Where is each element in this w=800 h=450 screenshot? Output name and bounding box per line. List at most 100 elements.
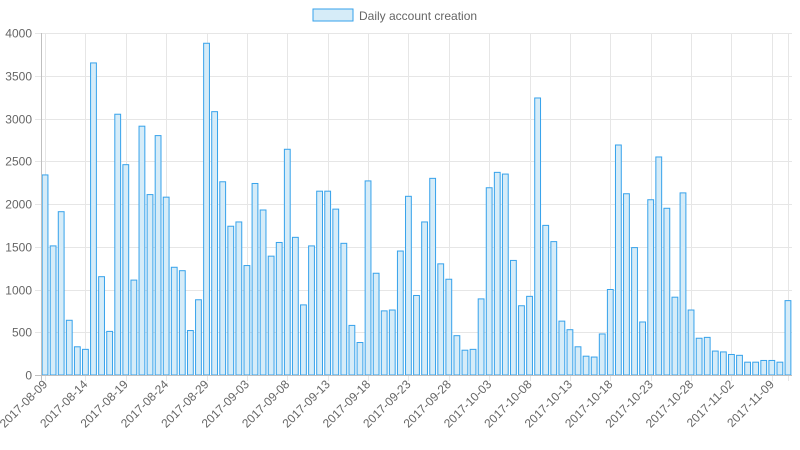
- y-tick-label: 2500: [5, 155, 32, 169]
- bar[interactable]: [501, 173, 509, 376]
- bar[interactable]: [566, 329, 574, 376]
- bar[interactable]: [106, 330, 114, 376]
- bar[interactable]: [162, 196, 170, 376]
- bar[interactable]: [98, 276, 105, 376]
- bar[interactable]: [526, 295, 533, 376]
- bar[interactable]: [267, 255, 275, 376]
- bar[interactable]: [396, 250, 404, 376]
- bar[interactable]: [73, 346, 81, 376]
- bar[interactable]: [784, 300, 792, 376]
- bar[interactable]: [663, 207, 671, 376]
- bar[interactable]: [211, 111, 219, 376]
- bar[interactable]: [138, 125, 146, 376]
- bar[interactable]: [679, 192, 687, 376]
- bar[interactable]: [146, 194, 154, 376]
- bar[interactable]: [574, 346, 582, 376]
- bar[interactable]: [90, 62, 97, 376]
- legend[interactable]: Daily account creation: [312, 8, 477, 23]
- bar[interactable]: [332, 208, 340, 376]
- bar[interactable]: [453, 335, 461, 376]
- bar[interactable]: [776, 361, 784, 376]
- bar[interactable]: [114, 113, 122, 376]
- bar[interactable]: [518, 305, 525, 376]
- bar[interactable]: [308, 245, 315, 376]
- bar[interactable]: [510, 259, 517, 376]
- bar[interactable]: [744, 361, 751, 376]
- bar[interactable]: [542, 224, 550, 376]
- bar[interactable]: [324, 190, 332, 376]
- bar[interactable]: [275, 241, 283, 376]
- bar[interactable]: [251, 182, 259, 376]
- bar[interactable]: [380, 310, 388, 376]
- bar[interactable]: [429, 177, 437, 376]
- bar[interactable]: [154, 135, 162, 376]
- y-tick-label: 3000: [5, 113, 32, 127]
- x-axis-ticks: 2017-08-092017-08-142017-08-192017-08-24…: [0, 377, 777, 431]
- bar[interactable]: [703, 336, 711, 376]
- bar[interactable]: [711, 350, 719, 376]
- bar[interactable]: [477, 298, 485, 376]
- bar[interactable]: [550, 241, 558, 376]
- bar[interactable]: [445, 278, 453, 376]
- bar[interactable]: [65, 319, 73, 376]
- bar[interactable]: [186, 330, 194, 376]
- bar[interactable]: [413, 294, 420, 376]
- bar[interactable]: [122, 164, 130, 376]
- bar[interactable]: [558, 320, 566, 376]
- bar[interactable]: [631, 247, 638, 376]
- bar[interactable]: [728, 353, 735, 376]
- bar[interactable]: [372, 272, 380, 376]
- bar[interactable]: [760, 359, 768, 376]
- bar[interactable]: [283, 148, 291, 376]
- bar[interactable]: [623, 193, 630, 376]
- bar[interactable]: [687, 309, 695, 376]
- bar[interactable]: [671, 296, 679, 376]
- bar[interactable]: [768, 359, 776, 376]
- bar[interactable]: [57, 211, 65, 376]
- bar[interactable]: [493, 171, 501, 376]
- bar[interactable]: [170, 266, 178, 376]
- bar[interactable]: [340, 242, 348, 376]
- bar[interactable]: [243, 265, 251, 376]
- bar[interactable]: [291, 236, 299, 376]
- bar[interactable]: [49, 245, 57, 376]
- bars: [41, 42, 792, 376]
- bar[interactable]: [752, 361, 760, 376]
- bar[interactable]: [606, 289, 614, 376]
- bar[interactable]: [736, 354, 743, 376]
- bar[interactable]: [485, 187, 493, 376]
- bar[interactable]: [647, 199, 655, 376]
- bar[interactable]: [639, 321, 647, 376]
- bar[interactable]: [178, 270, 186, 376]
- bar[interactable]: [235, 221, 243, 376]
- legend-label: Daily account creation: [359, 9, 477, 23]
- bar[interactable]: [469, 348, 477, 376]
- bar[interactable]: [590, 356, 598, 376]
- bar[interactable]: [534, 97, 542, 376]
- bar[interactable]: [227, 225, 235, 376]
- bar[interactable]: [388, 309, 396, 376]
- bar[interactable]: [82, 348, 89, 376]
- bar[interactable]: [316, 190, 324, 376]
- bar[interactable]: [203, 42, 210, 376]
- bar[interactable]: [364, 180, 372, 376]
- bar[interactable]: [348, 324, 356, 376]
- bar[interactable]: [195, 299, 202, 376]
- bar[interactable]: [655, 156, 663, 376]
- bar[interactable]: [219, 181, 227, 376]
- bar[interactable]: [582, 355, 590, 376]
- bar[interactable]: [300, 304, 307, 376]
- bar[interactable]: [461, 349, 469, 376]
- bar[interactable]: [719, 351, 727, 376]
- bar[interactable]: [695, 337, 703, 376]
- bar[interactable]: [614, 144, 622, 376]
- bar[interactable]: [405, 195, 412, 376]
- bar[interactable]: [437, 263, 445, 376]
- bar[interactable]: [41, 174, 49, 376]
- bar[interactable]: [130, 279, 138, 376]
- bar[interactable]: [598, 333, 606, 376]
- bar[interactable]: [259, 209, 267, 376]
- bar[interactable]: [421, 221, 428, 376]
- bar[interactable]: [356, 342, 364, 376]
